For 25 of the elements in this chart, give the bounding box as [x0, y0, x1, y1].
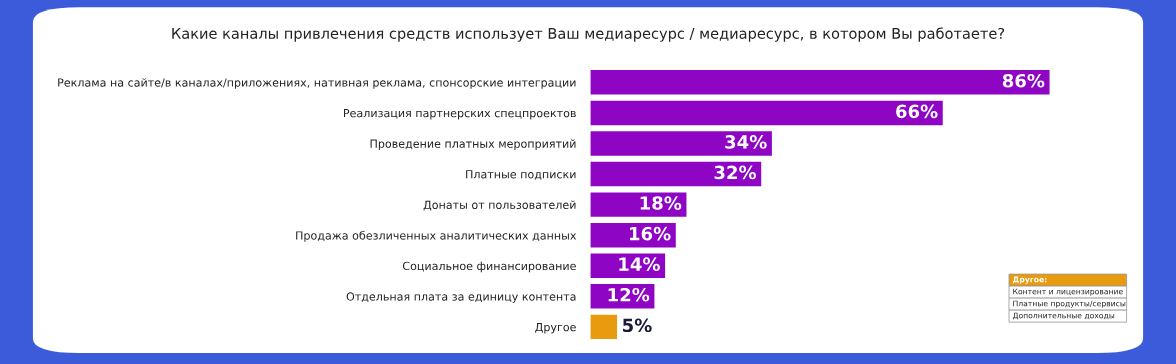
- y-tick-label: Продажа обезличенных аналитических данных: [296, 230, 577, 242]
- y-tick-label: Платные подписки: [466, 170, 576, 180]
- chart-title: Какие каналы привлечения средств использует Ваш медиаресурс / медиаресурс, в котором Вы работаете?: [172, 27, 1005, 42]
- bar: [590, 314, 618, 340]
- data-label: 18%: [640, 196, 682, 210]
- bar: [590, 100, 943, 126]
- y-tick-label: Другое: [535, 323, 576, 334]
- y-tick-label: Социальное финансирование: [402, 261, 576, 273]
- data-label: 86%: [1002, 73, 1045, 88]
- data-label: 12%: [608, 287, 650, 302]
- bar: [590, 192, 687, 217]
- data-label: 5%: [623, 318, 652, 333]
- y-tick-label: Отдельная плата за единицу контента: [346, 292, 576, 303]
- y-tick-label: Донаты от пользователей: [423, 200, 576, 211]
- bar: [590, 131, 772, 156]
- data-label: 32%: [714, 165, 757, 180]
- data-label: 14%: [619, 257, 660, 271]
- bar: [590, 161, 762, 187]
- y-tick-label: Реализация партнерских спецпроектов: [344, 109, 576, 120]
- data-label: 66%: [896, 104, 938, 119]
- data-label: 16%: [630, 226, 671, 241]
- y-tick-label: Реклама на сайте/в каналах/приложениях, нативная реклама, спонсорские интеграции: [58, 78, 576, 89]
- y-tick-label: Проведение платных мероприятий: [370, 139, 576, 150]
- bar: [590, 70, 1050, 95]
- data-label: 34%: [725, 135, 767, 149]
